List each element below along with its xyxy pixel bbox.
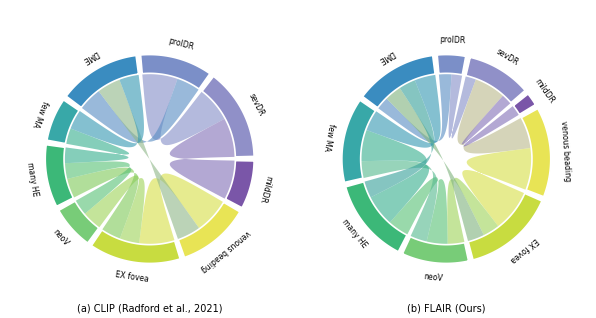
Text: neoV: neoV — [51, 228, 70, 248]
Text: mildDR: mildDR — [257, 174, 273, 204]
Polygon shape — [64, 128, 129, 163]
Polygon shape — [366, 74, 440, 148]
Polygon shape — [202, 76, 254, 157]
Polygon shape — [468, 193, 542, 260]
Polygon shape — [466, 57, 525, 103]
Polygon shape — [361, 130, 429, 223]
Polygon shape — [64, 162, 131, 214]
Polygon shape — [170, 119, 235, 199]
Polygon shape — [45, 145, 73, 206]
Polygon shape — [458, 79, 531, 154]
Polygon shape — [462, 148, 532, 227]
Polygon shape — [449, 73, 476, 138]
Text: (a) CLIP (Radford et al., 2021): (a) CLIP (Radford et al., 2021) — [77, 303, 222, 313]
Polygon shape — [81, 78, 199, 143]
Polygon shape — [139, 174, 224, 245]
Polygon shape — [362, 55, 435, 108]
Polygon shape — [142, 73, 225, 145]
Polygon shape — [522, 108, 551, 197]
Text: mildDR: mildDR — [532, 77, 555, 105]
Text: sevDR: sevDR — [246, 92, 265, 118]
Polygon shape — [346, 182, 407, 252]
Polygon shape — [66, 168, 138, 239]
Polygon shape — [178, 202, 240, 258]
Polygon shape — [66, 55, 138, 107]
Polygon shape — [59, 201, 99, 243]
Text: DME: DME — [80, 48, 100, 65]
Polygon shape — [141, 55, 210, 89]
Polygon shape — [437, 55, 465, 75]
Text: venous beading: venous beading — [558, 120, 572, 182]
Text: prolDR: prolDR — [439, 35, 465, 45]
Text: EX fovea: EX fovea — [115, 270, 150, 284]
Text: prolDR: prolDR — [167, 36, 194, 52]
Polygon shape — [462, 95, 520, 147]
Polygon shape — [84, 176, 145, 244]
Polygon shape — [389, 177, 448, 245]
Polygon shape — [98, 79, 200, 240]
Polygon shape — [70, 74, 144, 147]
Polygon shape — [225, 161, 254, 208]
Text: (b) FLAIR (Ours): (b) FLAIR (Ours) — [407, 303, 486, 313]
Polygon shape — [91, 230, 180, 263]
Text: many HE: many HE — [340, 218, 368, 250]
Polygon shape — [402, 237, 468, 263]
Text: few MA: few MA — [30, 99, 49, 128]
Polygon shape — [386, 87, 484, 242]
Polygon shape — [378, 73, 452, 143]
Polygon shape — [447, 178, 499, 245]
Polygon shape — [342, 100, 375, 183]
Text: many HE: many HE — [25, 161, 39, 197]
Polygon shape — [361, 161, 437, 242]
Text: DME: DME — [376, 48, 396, 65]
Polygon shape — [47, 100, 79, 144]
Polygon shape — [364, 80, 434, 198]
Text: sevDR: sevDR — [495, 47, 520, 67]
Polygon shape — [513, 94, 535, 114]
Text: neoV: neoV — [423, 272, 443, 283]
Text: venous beading: venous beading — [199, 228, 252, 274]
Text: EX fovea: EX fovea — [508, 235, 539, 264]
Text: few MA: few MA — [322, 122, 336, 152]
